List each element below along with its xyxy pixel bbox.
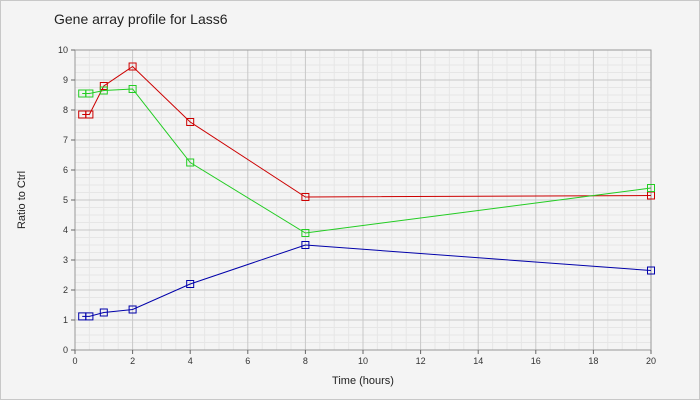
y-tick-label: 7 xyxy=(63,135,68,145)
data-point-marker xyxy=(128,305,137,314)
data-point-marker xyxy=(85,312,94,321)
y-tick-label: 4 xyxy=(63,225,68,235)
y-tick-label: 10 xyxy=(58,45,68,55)
series-3-line xyxy=(82,244,652,317)
x-tick-label: 4 xyxy=(188,356,193,366)
y-tick-label: 1 xyxy=(63,315,68,325)
series-1 xyxy=(78,62,655,201)
data-point-marker xyxy=(128,62,137,71)
series-2 xyxy=(78,85,655,237)
x-tick-label: 20 xyxy=(646,356,656,366)
data-point-marker xyxy=(301,193,310,201)
x-tick-label: 12 xyxy=(416,356,426,366)
data-point-marker xyxy=(647,184,655,192)
y-tick-label: 2 xyxy=(63,285,68,295)
data-point-marker xyxy=(186,280,195,288)
data-point-marker xyxy=(99,308,108,317)
series-layer xyxy=(78,62,655,321)
x-tick-label: 6 xyxy=(245,356,250,366)
x-tick-label: 2 xyxy=(130,356,135,366)
series-2-line xyxy=(82,88,652,234)
x-tick-label: 8 xyxy=(303,356,308,366)
data-point-marker xyxy=(301,241,310,249)
data-point-marker xyxy=(186,118,195,126)
data-point-marker xyxy=(85,110,94,119)
x-tick-label: 18 xyxy=(588,356,598,366)
y-tick-label: 5 xyxy=(63,195,68,205)
y-axis-label: Ratio to Ctrl xyxy=(16,171,28,229)
data-point-marker xyxy=(301,229,310,237)
chart-title: Gene array profile for Lass6 xyxy=(54,11,228,27)
x-axis-label: Time (hours) xyxy=(332,375,394,387)
x-tick-label: 10 xyxy=(358,356,368,366)
y-tick-label: 9 xyxy=(63,75,68,85)
y-tick-label: 3 xyxy=(63,255,68,265)
data-point-marker xyxy=(186,158,195,167)
y-tick-label: 8 xyxy=(63,105,68,115)
x-tick-label: 0 xyxy=(72,356,77,366)
data-point-marker xyxy=(99,86,108,95)
x-tick-label: 16 xyxy=(531,356,541,366)
series-3 xyxy=(78,241,655,321)
y-tick-label: 6 xyxy=(63,165,68,175)
data-point-marker xyxy=(85,89,94,98)
data-point-marker xyxy=(128,85,137,93)
x-tick-label: 14 xyxy=(473,356,483,366)
data-point-marker xyxy=(647,266,655,275)
y-tick-label: 0 xyxy=(63,345,68,355)
data-point-marker xyxy=(99,82,108,90)
series-1-line xyxy=(82,65,652,198)
